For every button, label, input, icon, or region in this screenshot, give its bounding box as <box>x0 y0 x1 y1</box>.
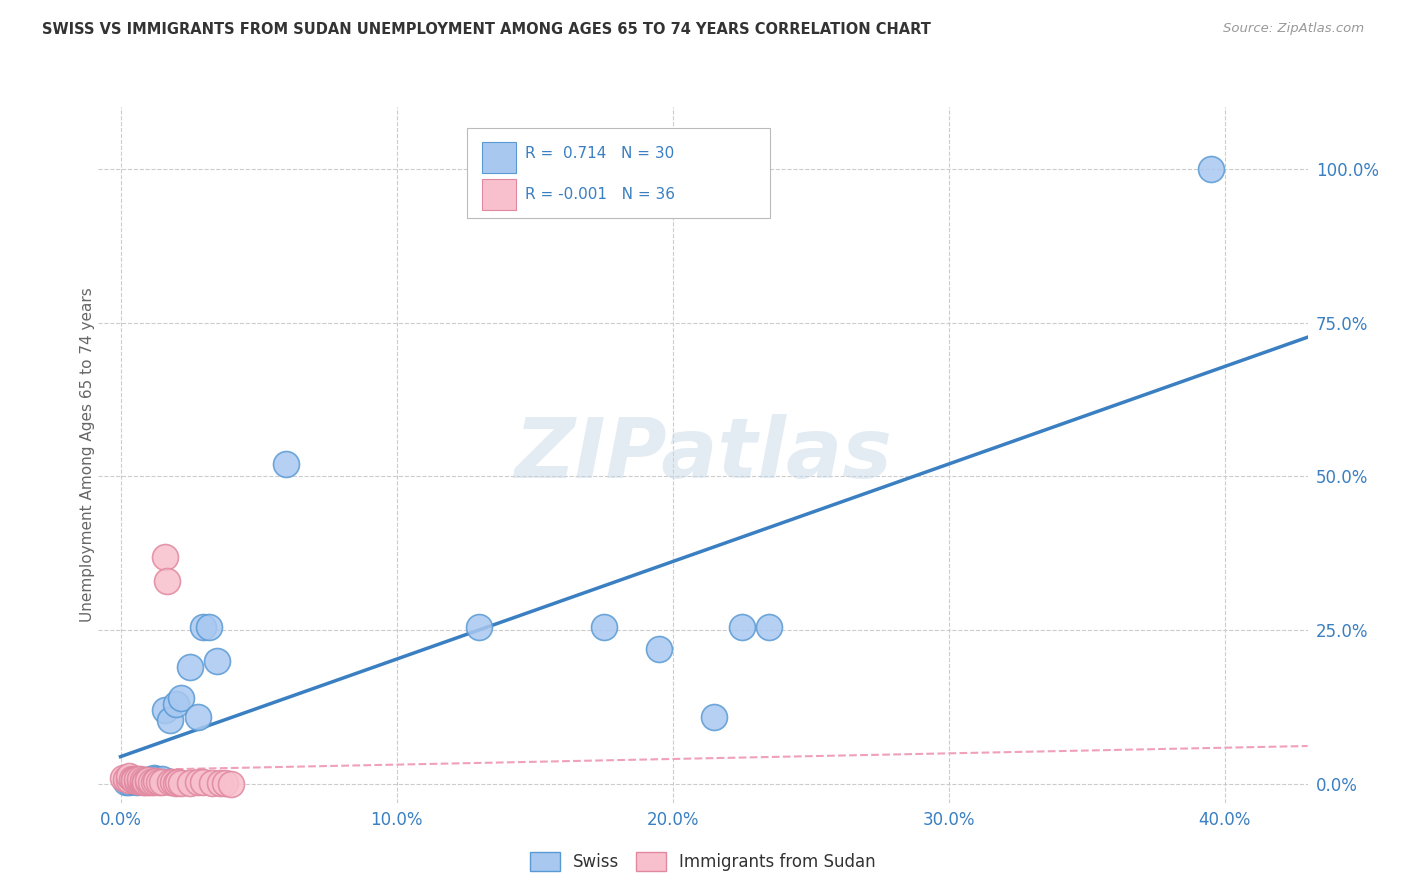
Text: Source: ZipAtlas.com: Source: ZipAtlas.com <box>1223 22 1364 36</box>
Point <box>115 772 138 787</box>
Point <box>131 772 153 787</box>
Point <box>136 775 159 789</box>
Point <box>179 660 201 674</box>
Point <box>201 776 224 790</box>
Point <box>139 772 162 787</box>
Point <box>150 775 173 789</box>
Point <box>134 773 156 788</box>
Point <box>142 775 165 789</box>
Point <box>1199 161 1222 176</box>
Point <box>125 775 148 789</box>
Point <box>124 772 146 787</box>
Point <box>162 775 184 789</box>
Point <box>165 776 187 790</box>
Point <box>124 774 146 789</box>
Point <box>468 620 491 634</box>
Point <box>142 771 165 785</box>
FancyBboxPatch shape <box>467 128 769 219</box>
Point <box>592 620 614 634</box>
Text: R = -0.001   N = 36: R = -0.001 N = 36 <box>526 186 675 202</box>
Point <box>214 776 236 790</box>
Point <box>150 772 173 787</box>
Point <box>170 776 193 790</box>
Point <box>121 773 143 788</box>
Point <box>219 777 242 791</box>
Point <box>187 775 209 789</box>
Point <box>156 574 179 589</box>
Point <box>145 772 167 787</box>
Point <box>125 772 148 787</box>
Point <box>159 713 181 727</box>
Point <box>193 620 215 634</box>
Point <box>148 775 170 789</box>
Y-axis label: Unemployment Among Ages 65 to 74 years: Unemployment Among Ages 65 to 74 years <box>80 287 94 623</box>
Point <box>128 773 150 788</box>
Point <box>115 775 138 789</box>
Point <box>121 772 143 786</box>
Point <box>128 772 150 786</box>
Point <box>136 773 159 788</box>
Point <box>703 709 725 723</box>
Text: SWISS VS IMMIGRANTS FROM SUDAN UNEMPLOYMENT AMONG AGES 65 TO 74 YEARS CORRELATIO: SWISS VS IMMIGRANTS FROM SUDAN UNEMPLOYM… <box>42 22 931 37</box>
Point <box>165 698 187 712</box>
Point <box>125 773 148 788</box>
Point <box>131 774 153 789</box>
FancyBboxPatch shape <box>482 142 516 173</box>
Point <box>159 775 181 789</box>
Point <box>124 772 146 787</box>
Point <box>758 620 780 634</box>
Point <box>118 769 141 783</box>
Point <box>118 775 141 789</box>
Point <box>648 641 671 656</box>
Point <box>198 620 221 634</box>
Point <box>187 709 209 723</box>
Text: ZIPatlas: ZIPatlas <box>515 415 891 495</box>
FancyBboxPatch shape <box>482 178 516 210</box>
Point <box>136 772 159 787</box>
Point <box>276 457 298 471</box>
Point <box>170 691 193 706</box>
Point <box>208 776 231 790</box>
Point <box>153 549 176 564</box>
Point <box>193 775 215 789</box>
Point <box>134 775 156 789</box>
Point <box>134 772 156 787</box>
Text: R =  0.714   N = 30: R = 0.714 N = 30 <box>526 146 675 161</box>
Point <box>179 776 201 790</box>
Point <box>112 771 135 785</box>
Point <box>131 775 153 789</box>
Legend: Swiss, Immigrants from Sudan: Swiss, Immigrants from Sudan <box>523 846 883 878</box>
Point <box>167 775 190 789</box>
Point <box>139 775 162 789</box>
Point <box>118 772 141 787</box>
Point <box>205 654 228 668</box>
Point <box>145 774 167 789</box>
Point <box>128 774 150 789</box>
Point <box>153 703 176 717</box>
Point <box>730 620 752 634</box>
